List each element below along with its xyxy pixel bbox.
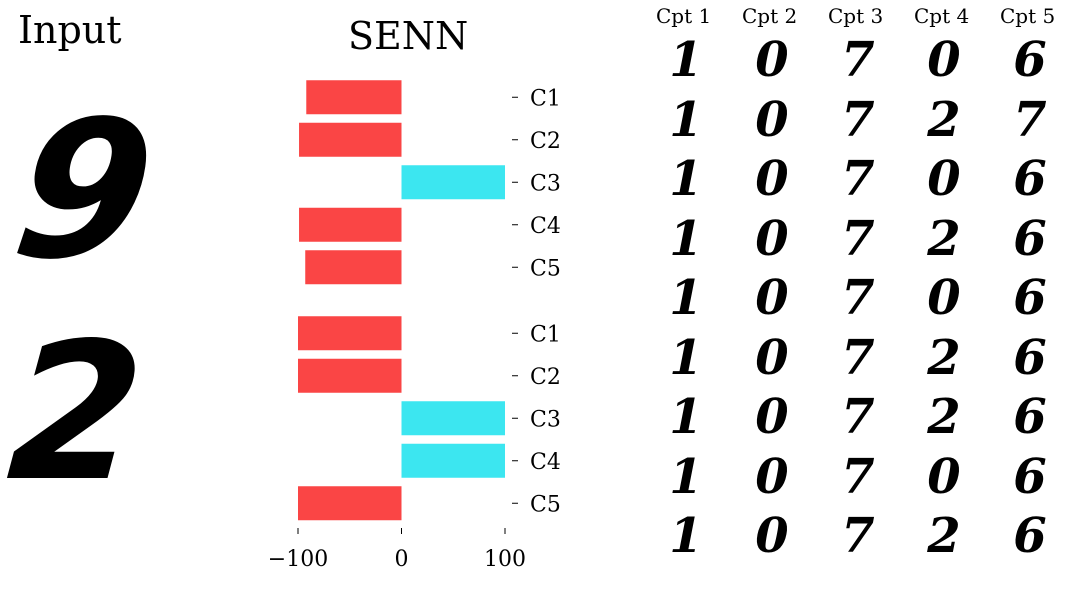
concept-digit-r3-c3: 7 bbox=[841, 151, 875, 207]
concept-digit-r1-c4: 0 bbox=[927, 32, 961, 88]
concept-digit-r6-c5: 6 bbox=[1013, 329, 1047, 386]
concept-digit-r9-c4: 2 bbox=[927, 508, 961, 564]
concept-header-2: Cpt 2 bbox=[742, 4, 798, 28]
concept-digit-r3-c2: 0 bbox=[755, 151, 789, 207]
bar-1-c3 bbox=[401, 165, 505, 200]
ytick-label-2-c2: C2 bbox=[530, 365, 561, 390]
ytick-label-2-c3: C3 bbox=[530, 407, 561, 432]
concept-digit-r2-c3: 7 bbox=[841, 91, 875, 148]
concept-digit-r7-c3: 7 bbox=[841, 389, 875, 445]
xtick-label-2: 100 bbox=[484, 547, 526, 572]
concept-digit-r6-c3: 7 bbox=[841, 329, 875, 386]
bar-2-c5 bbox=[298, 486, 402, 521]
bar-2-c4 bbox=[401, 443, 505, 478]
concept-digit-r5-c5: 6 bbox=[1013, 270, 1047, 326]
concept-digit-r8-c1: 1 bbox=[669, 448, 703, 505]
bar-2-c3 bbox=[401, 401, 505, 436]
input-title: Input bbox=[18, 8, 122, 52]
concept-digit-r7-c4: 2 bbox=[927, 389, 961, 445]
ytick-label-1-c4: C4 bbox=[530, 214, 561, 239]
concept-digit-r6-c2: 0 bbox=[755, 329, 789, 386]
concept-header-1: Cpt 1 bbox=[656, 4, 712, 28]
concept-digit-r8-c5: 6 bbox=[1013, 448, 1047, 505]
concept-digit-r3-c1: 1 bbox=[669, 151, 703, 207]
bar-2-c2 bbox=[298, 358, 402, 393]
concept-digit-r5-c2: 0 bbox=[755, 270, 789, 326]
concept-digit-r1-c5: 6 bbox=[1013, 32, 1047, 88]
concept-digit-r9-c3: 7 bbox=[841, 508, 875, 564]
concept-header-5: Cpt 5 bbox=[1000, 4, 1056, 28]
concept-digit-r8-c2: 0 bbox=[755, 448, 789, 505]
ytick-label-1-c2: C2 bbox=[530, 129, 561, 154]
ytick-label-1-c1: C1 bbox=[530, 86, 561, 111]
concept-digit-r2-c2: 0 bbox=[755, 91, 789, 148]
ytick-label-1-c5: C5 bbox=[530, 256, 561, 281]
ytick-label-2-c5: C5 bbox=[530, 492, 561, 517]
concept-digit-r4-c1: 1 bbox=[669, 210, 703, 267]
concept-digit-r3-c4: 0 bbox=[927, 151, 961, 207]
concept-digit-r5-c4: 0 bbox=[927, 270, 961, 326]
concept-digit-r8-c4: 0 bbox=[927, 448, 961, 505]
concept-digit-r1-c2: 0 bbox=[755, 32, 789, 88]
concept-digit-r1-c3: 7 bbox=[841, 32, 875, 88]
bar-2-c1 bbox=[298, 316, 402, 351]
xtick-label-0: −100 bbox=[268, 547, 328, 572]
bar-1-c2 bbox=[299, 122, 402, 157]
ytick-label-2-c4: C4 bbox=[530, 450, 561, 475]
concept-digit-r5-c3: 7 bbox=[841, 270, 875, 326]
chart-title: SENN bbox=[348, 14, 469, 58]
concept-digit-r7-c2: 0 bbox=[755, 389, 789, 445]
concept-digit-r9-c5: 6 bbox=[1013, 508, 1047, 564]
xtick-label-1: 0 bbox=[395, 547, 409, 572]
concept-digit-r4-c2: 0 bbox=[755, 210, 789, 267]
concept-header-3: Cpt 3 bbox=[828, 4, 884, 28]
concept-digit-r6-c4: 2 bbox=[927, 329, 961, 386]
concept-digit-r4-c3: 7 bbox=[841, 210, 875, 267]
concept-digit-r9-c1: 1 bbox=[669, 508, 703, 564]
concept-digit-r1-c1: 1 bbox=[669, 32, 703, 88]
bar-1-c4 bbox=[299, 207, 402, 242]
concept-digit-r9-c2: 0 bbox=[755, 508, 789, 564]
concept-digit-r5-c1: 1 bbox=[669, 270, 703, 326]
ytick-label-1-c3: C3 bbox=[530, 171, 561, 196]
concept-digit-r8-c3: 7 bbox=[841, 448, 875, 505]
bar-1-c5 bbox=[305, 250, 402, 285]
concept-digit-r2-c4: 2 bbox=[927, 91, 961, 148]
concept-digit-r4-c5: 6 bbox=[1013, 210, 1047, 267]
concept-digit-r6-c1: 1 bbox=[669, 329, 703, 386]
concept-digit-r2-c5: 7 bbox=[1013, 91, 1047, 148]
concept-digit-r3-c5: 6 bbox=[1013, 151, 1047, 207]
concept-digit-r7-c1: 1 bbox=[669, 389, 703, 445]
concept-header-4: Cpt 4 bbox=[914, 4, 970, 28]
ytick-label-2-c1: C1 bbox=[530, 322, 561, 347]
bar-1-c1 bbox=[306, 80, 402, 115]
concept-digit-r2-c1: 1 bbox=[669, 91, 703, 148]
concept-digit-r7-c5: 6 bbox=[1013, 389, 1047, 445]
concept-digit-r4-c4: 2 bbox=[927, 210, 961, 267]
